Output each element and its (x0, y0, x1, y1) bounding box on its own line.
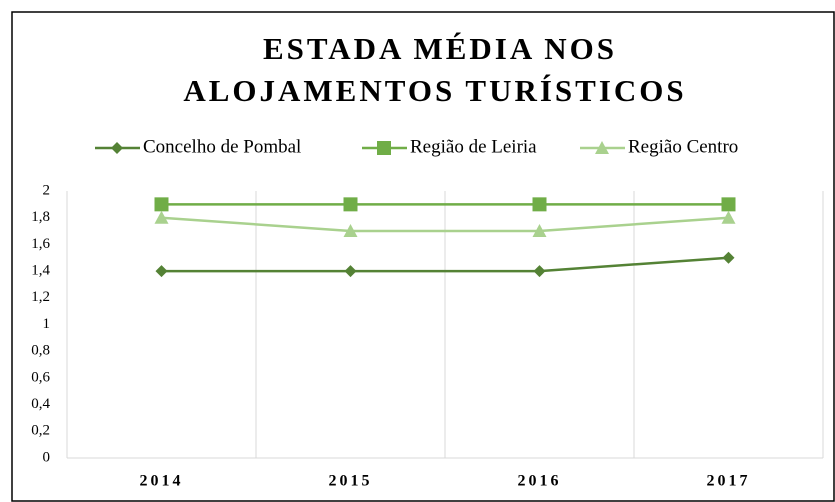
y-tick-label: 1,6 (31, 236, 50, 252)
series-line (161, 256, 729, 273)
x-tick-label: 2017 (707, 473, 751, 490)
series-line (161, 216, 729, 233)
marker (721, 197, 736, 212)
x-tick-label: 2016 (518, 473, 562, 490)
marker (377, 141, 391, 155)
marker (343, 224, 358, 238)
y-tick-label: 0,4 (31, 396, 50, 412)
y-tick-label: 2 (43, 182, 51, 198)
y-tick-label: 0,8 (31, 343, 50, 359)
marker (721, 210, 736, 224)
legend-label: Concelho de Pombal (143, 136, 301, 157)
y-tick-label: 1 (43, 316, 51, 332)
legend-label: Região Centro (628, 136, 738, 157)
x-tick-label: 2015 (329, 473, 373, 490)
legend-label: Região de Leiria (410, 136, 537, 157)
chart-border (11, 11, 835, 502)
y-tick-label: 1,2 (31, 289, 50, 305)
y-tick-label: 0,6 (31, 369, 50, 385)
marker (344, 265, 357, 278)
x-tick-label: 2014 (140, 473, 184, 490)
chart-title: ESTADA MÉDIA NOS (263, 31, 617, 66)
marker (154, 197, 169, 212)
y-tick-label: 0,2 (31, 423, 50, 439)
marker (343, 197, 358, 212)
y-tick-label: 0 (43, 449, 51, 465)
marker (111, 142, 123, 154)
marker (532, 197, 547, 212)
marker (154, 210, 169, 224)
y-tick-label: 1,4 (31, 263, 50, 279)
marker (595, 141, 609, 154)
marker (532, 224, 547, 238)
y-tick-label: 1,8 (31, 209, 50, 225)
marker (155, 265, 168, 278)
chart-title: ALOJAMENTOS TURÍSTICOS (183, 73, 686, 108)
marker (722, 251, 735, 264)
marker (533, 265, 546, 278)
